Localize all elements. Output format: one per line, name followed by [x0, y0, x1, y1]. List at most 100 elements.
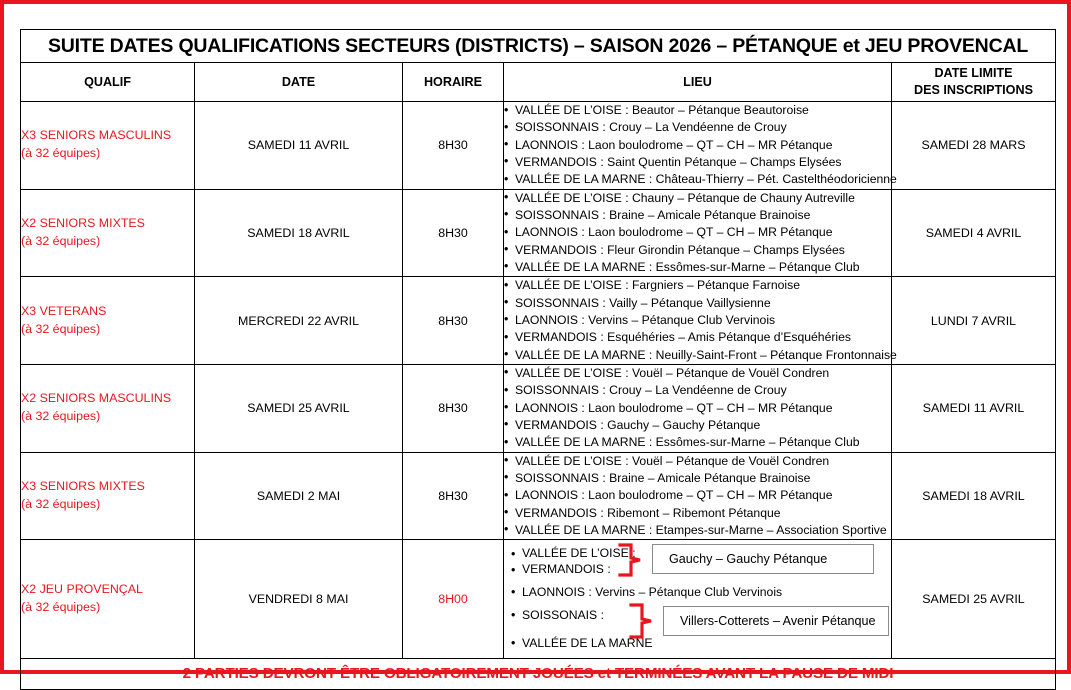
- list-item: VERMANDOIS : Ribemont – Ribemont Pétanqu…: [504, 504, 891, 522]
- list-item: VERMANDOIS : Saint Quentin Pétanque – Ch…: [504, 153, 891, 171]
- column-header-lieu: LIEU: [503, 62, 892, 102]
- list-item: SOISSONNAIS : Braine – Amicale Pétanque …: [504, 206, 891, 224]
- date-cell: MERCREDI 22 AVRIL: [194, 276, 403, 365]
- list-item: SOISSONNAIS : Crouy – La Vendéenne de Cr…: [504, 119, 891, 137]
- column-header-date: DATE: [194, 62, 403, 102]
- qualif-cell: X3 SENIORS MASCULINS (à 32 équipes): [20, 101, 195, 190]
- list-item: VERMANDOIS : Gauchy – Gauchy Pétanque: [504, 416, 891, 434]
- qualif-cell: X2 SENIORS MASCULINS (à 32 équipes): [20, 363, 195, 453]
- list-item: LAONNOIS : Laon boulodrome – QT – CH – M…: [504, 224, 891, 242]
- places-list: VALLÉE DE L’OISE : Vouël – Pétanque de V…: [504, 364, 891, 452]
- table-row: X2 SENIORS MASCULINS (à 32 équipes) SAME…: [20, 363, 1056, 453]
- date-cell: SAMEDI 25 AVRIL: [194, 363, 403, 453]
- list-item: VALLÉE DE LA MARNE : Château-Thierry – P…: [504, 171, 897, 189]
- date-limite-cell: SAMEDI 4 AVRIL: [891, 188, 1056, 278]
- qualif-title: X3 SENIORS MASCULINS: [21, 128, 172, 143]
- horaire-cell: 8H30: [402, 276, 504, 365]
- table-row: X3 VETERANS (à 32 équipes) MERCREDI 22 A…: [20, 276, 1056, 365]
- list-item: VALLÉE DE LA MARNE: [511, 635, 891, 652]
- places-list: VALLÉE DE L’OISE : Chauny – Pétanque de …: [504, 189, 891, 276]
- qualif-title: X2 JEU PROVENÇAL: [21, 581, 143, 596]
- date-cell: SAMEDI 2 MAI: [194, 451, 403, 541]
- list-item: VERMANDOIS :: [511, 562, 891, 578]
- horaire-cell: 8H30: [402, 363, 504, 453]
- list-item: SOISSONAIS :: [511, 607, 891, 636]
- table-row: X3 SENIORS MASCULINS (à 32 équipes) SAME…: [20, 101, 1056, 190]
- list-item: VERMANDOIS : Esquéhéries – Amis Pétanque…: [504, 329, 891, 347]
- list-item: VALLÉE DE L’OISE : Chauny – Pétanque de …: [504, 189, 891, 207]
- schedule-sheet: SUITE DATES QUALIFICATIONS SECTEURS (DIS…: [20, 29, 1056, 690]
- places-list: VALLÉE DE L’OISE : Vouël – Pétanque de V…: [504, 452, 891, 539]
- lieu-cell: VALLÉE DE L’OISE : Beautor – Pétanque Be…: [503, 101, 897, 190]
- lieu-cell: VALLÉE DE L’OISE : Chauny – Pétanque de …: [503, 188, 892, 278]
- list-item: VALLÉE DE LA MARNE : Neuilly-Saint-Front…: [504, 346, 897, 364]
- date-limite-cell: SAMEDI 18 AVRIL: [891, 451, 1056, 541]
- list-item: VERMANDOIS : Fleur Girondin Pétanque – C…: [504, 241, 891, 259]
- list-item: VALLÉE DE L’OISE :: [511, 546, 891, 562]
- horaire-cell: 8H30: [402, 451, 504, 541]
- qualif-title: X2 SENIORS MASCULINS: [21, 391, 172, 406]
- date-cell: VENDREDI 8 MAI: [194, 539, 403, 659]
- list-item: LAONNOIS : Vervins – Pétanque Club Vervi…: [511, 584, 891, 601]
- qualif-subtitle: (à 32 équipes): [21, 409, 101, 424]
- places-list: VALLÉE DE L’OISE : Fargniers – Pétanque …: [504, 277, 897, 364]
- date-cell: SAMEDI 18 AVRIL: [194, 188, 403, 278]
- list-item: VALLÉE DE L’OISE : Vouël – Pétanque de V…: [504, 452, 891, 470]
- qualif-cell: X3 SENIORS MIXTES (à 32 équipes): [20, 451, 195, 541]
- lieu-cell: VALLÉE DE L’OISE : Vouël – Pétanque de V…: [503, 451, 892, 541]
- qualifications-table: SUITE DATES QUALIFICATIONS SECTEURS (DIS…: [20, 29, 1056, 690]
- list-item: SOISSONNAIS : Vailly – Pétanque Vaillysi…: [504, 294, 891, 312]
- lieu-special-content: VALLÉE DE L’OISE : VERMANDOIS : LAONNOIS…: [504, 540, 891, 657]
- list-item: SOISSONNAIS : Crouy – La Vendéenne de Cr…: [504, 382, 891, 400]
- lieu-cell: VALLÉE DE L’OISE : Vouël – Pétanque de V…: [503, 363, 892, 453]
- places-list: SOISSONAIS : VALLÉE DE LA MARNE: [511, 607, 891, 652]
- qualif-subtitle: (à 32 équipes): [21, 146, 101, 161]
- date-limite-cell: LUNDI 7 AVRIL: [891, 276, 1056, 365]
- page-title: SUITE DATES QUALIFICATIONS SECTEURS (DIS…: [20, 29, 1056, 63]
- qualif-subtitle: (à 32 équipes): [21, 599, 101, 614]
- qualif-subtitle: (à 32 équipes): [21, 496, 101, 511]
- date-cell: SAMEDI 11 AVRIL: [194, 101, 403, 190]
- column-header-horaire: HORAIRE: [402, 62, 504, 102]
- lieu-cell: VALLÉE DE L’OISE : VERMANDOIS : LAONNOIS…: [503, 539, 892, 659]
- list-item: VALLÉE DE LA MARNE : Essômes-sur-Marne –…: [504, 258, 891, 276]
- horaire-cell: 8H00: [402, 539, 504, 659]
- date-limite-cell: SAMEDI 28 MARS: [891, 101, 1056, 190]
- list-item: LAONNOIS : Laon boulodrome – QT – CH – M…: [504, 136, 891, 154]
- table-row: X2 SENIORS MIXTES (à 32 équipes) SAMEDI …: [20, 188, 1056, 278]
- places-list: LAONNOIS : Vervins – Pétanque Club Vervi…: [511, 584, 891, 601]
- callout-box-vermandois: Gauchy – Gauchy Pétanque: [652, 544, 874, 575]
- list-item: SOISSONNAIS : Braine – Amicale Pétanque …: [504, 469, 891, 487]
- spacer: [511, 578, 891, 585]
- qualif-subtitle: (à 32 équipes): [21, 233, 101, 248]
- date-limite-cell: SAMEDI 11 AVRIL: [891, 363, 1056, 453]
- list-item: VALLÉE DE LA MARNE : Etampes-sur-Marne –…: [504, 521, 891, 539]
- list-item: VALLÉE DE L’OISE : Vouël – Pétanque de V…: [504, 364, 891, 382]
- table-header-row: QUALIF DATE HORAIRE LIEU DATE LIMITE DES…: [20, 62, 1056, 102]
- lieu-cell: VALLÉE DE L’OISE : Fargniers – Pétanque …: [503, 276, 897, 365]
- places-list: VALLÉE DE L’OISE : VERMANDOIS :: [511, 546, 891, 578]
- list-item: LAONNOIS : Laon boulodrome – QT – CH – M…: [504, 399, 891, 417]
- column-header-date-limite: DATE LIMITE DES INSCRIPTIONS: [891, 62, 1056, 102]
- list-item: VALLÉE DE L’OISE : Fargniers – Pétanque …: [504, 277, 891, 295]
- qualif-title: X2 SENIORS MIXTES: [21, 215, 145, 230]
- qualif-cell: X2 SENIORS MIXTES (à 32 équipes): [20, 188, 195, 278]
- qualif-cell: X2 JEU PROVENÇAL (à 32 équipes): [20, 539, 195, 659]
- table-row-jeu-provencal: X2 JEU PROVENÇAL (à 32 équipes) VENDREDI…: [20, 539, 1056, 659]
- qualif-cell: X3 VETERANS (à 32 équipes): [20, 276, 195, 365]
- list-item: VALLÉE DE LA MARNE : Essômes-sur-Marne –…: [504, 434, 891, 452]
- places-list: VALLÉE DE L’OISE : Beautor – Pétanque Be…: [504, 101, 897, 189]
- date-limite-line2: DES INSCRIPTIONS: [914, 83, 1033, 97]
- list-item: LAONNOIS : Laon boulodrome – QT – CH – M…: [504, 487, 891, 505]
- date-limite-cell: SAMEDI 25 AVRIL: [891, 539, 1056, 659]
- qualif-title: X3 SENIORS MIXTES: [21, 478, 145, 493]
- qualif-subtitle: (à 32 équipes): [21, 321, 101, 336]
- list-item: VALLÉE DE L’OISE : Beautor – Pétanque Be…: [504, 101, 891, 119]
- horaire-cell: 8H30: [402, 188, 504, 278]
- column-header-qualif: QUALIF: [20, 62, 195, 102]
- table-title-row: SUITE DATES QUALIFICATIONS SECTEURS (DIS…: [20, 29, 1056, 63]
- table-row: X3 SENIORS MIXTES (à 32 équipes) SAMEDI …: [20, 451, 1056, 541]
- callout-box-marne: Villers-Cotterets – Avenir Pétanque: [663, 606, 889, 637]
- date-limite-line1: DATE LIMITE: [934, 66, 1013, 80]
- list-item: LAONNOIS : Vervins – Pétanque Club Vervi…: [504, 311, 891, 329]
